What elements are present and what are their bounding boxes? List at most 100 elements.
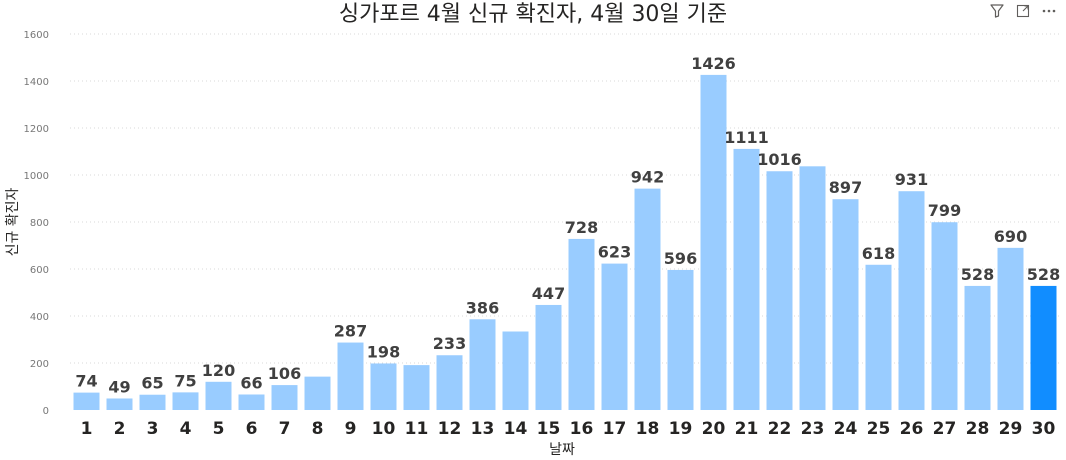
x-tick-label: 8: [312, 419, 324, 439]
data-label: 106: [268, 364, 301, 383]
x-tick-label: 19: [669, 419, 693, 439]
x-tick-label: 14: [504, 419, 528, 439]
bar: [931, 222, 958, 410]
data-label: 528: [961, 265, 994, 284]
x-tick-label: 23: [801, 419, 825, 439]
data-label: 618: [862, 244, 895, 263]
data-label: 1426: [691, 54, 736, 73]
x-axis-title: 날짜: [549, 442, 575, 458]
data-label: 728: [565, 218, 598, 237]
y-tick-label: 1600: [24, 30, 49, 41]
data-label: 623: [598, 243, 631, 262]
bar: [106, 398, 133, 410]
data-label: 233: [433, 334, 466, 353]
bar: [535, 304, 562, 410]
data-label: 198: [367, 342, 400, 361]
y-tick-label: 800: [30, 218, 49, 229]
x-tick-label: 16: [570, 419, 594, 439]
data-label: 799: [928, 201, 961, 220]
x-tick-label: 15: [537, 419, 561, 439]
x-tick-label: 27: [933, 419, 957, 439]
bar: [304, 376, 331, 410]
bar: [139, 394, 166, 410]
data-label: 897: [829, 178, 862, 197]
x-tick-label: 9: [345, 419, 357, 439]
y-tick-label: 1400: [24, 77, 49, 88]
focus-mode-icon[interactable]: [1014, 2, 1032, 20]
data-label: 596: [664, 249, 697, 268]
y-tick-label: 0: [43, 406, 49, 417]
x-tick-label: 7: [279, 419, 291, 439]
x-tick-label: 2: [114, 419, 126, 439]
data-label: 447: [532, 284, 565, 303]
x-tick-label: 12: [438, 419, 462, 439]
bar: [370, 363, 397, 410]
bar: [799, 166, 826, 410]
x-tick-label: 28: [966, 419, 990, 439]
x-axis-ticks: 1 2 3 4 5 6 7 8 9 10 11 12 13 14 15 16 17 18 19 20 21 22 23 24 2…: [81, 419, 1056, 439]
x-tick-label: 21: [735, 419, 759, 439]
data-label: 690: [994, 227, 1027, 246]
bar: [601, 263, 628, 410]
bar: [337, 342, 364, 410]
bar: [1030, 285, 1057, 410]
bar: [205, 381, 232, 410]
bar: [436, 355, 463, 410]
x-tick-label: 24: [834, 419, 858, 439]
y-tick-label: 1200: [24, 124, 49, 135]
x-tick-label: 4: [180, 419, 192, 439]
y-tick-label: 200: [30, 359, 49, 370]
data-label: 942: [631, 168, 664, 187]
x-tick-label: 30: [1032, 419, 1056, 439]
x-tick-label: 22: [768, 419, 792, 439]
x-tick-label: 5: [213, 419, 225, 439]
filter-icon[interactable]: [988, 2, 1006, 20]
bar: [667, 269, 694, 410]
y-tick-label: 400: [30, 312, 49, 323]
data-label: 1111: [724, 128, 769, 147]
bar: [271, 385, 298, 410]
x-tick-label: 3: [147, 419, 159, 439]
bar: [238, 394, 265, 410]
y-axis-title: 신규 확진자: [5, 187, 21, 256]
bar: [733, 148, 760, 411]
bar: [865, 264, 892, 410]
x-tick-label: 29: [999, 419, 1023, 439]
data-label: 386: [466, 298, 499, 317]
y-axis-ticks: 0 200 400 600 800 1000 1200 1400 1600: [24, 30, 49, 417]
x-tick-label: 25: [867, 419, 891, 439]
data-label: 66: [240, 373, 262, 392]
bar: [700, 74, 727, 410]
x-tick-label: 11: [405, 419, 429, 439]
visual-header: [988, 2, 1058, 20]
x-tick-label: 26: [900, 419, 924, 439]
bar: [832, 199, 859, 410]
x-tick-label: 20: [702, 419, 726, 439]
y-tick-label: 1000: [24, 171, 49, 182]
bar: [568, 238, 595, 410]
bar: [403, 365, 430, 410]
bar: [634, 188, 661, 410]
x-tick-label: 6: [246, 419, 258, 439]
bar: [898, 191, 925, 410]
bar: [502, 331, 529, 410]
bar: [172, 392, 199, 410]
bar: [766, 171, 793, 410]
data-label: 1016: [757, 150, 802, 169]
data-label: 120: [202, 361, 235, 380]
bar: [997, 247, 1024, 410]
y-tick-label: 600: [30, 265, 49, 276]
x-tick-label: 10: [372, 419, 396, 439]
data-label: 49: [108, 377, 130, 396]
x-tick-label: 13: [471, 419, 495, 439]
x-tick-label: 17: [603, 419, 627, 439]
data-label: 931: [895, 170, 928, 189]
x-tick-label: 18: [636, 419, 660, 439]
data-label: 75: [174, 371, 196, 390]
data-label: 74: [75, 372, 97, 391]
gridlines: [70, 33, 1060, 364]
more-options-icon[interactable]: [1040, 2, 1058, 20]
bar: [964, 285, 991, 410]
